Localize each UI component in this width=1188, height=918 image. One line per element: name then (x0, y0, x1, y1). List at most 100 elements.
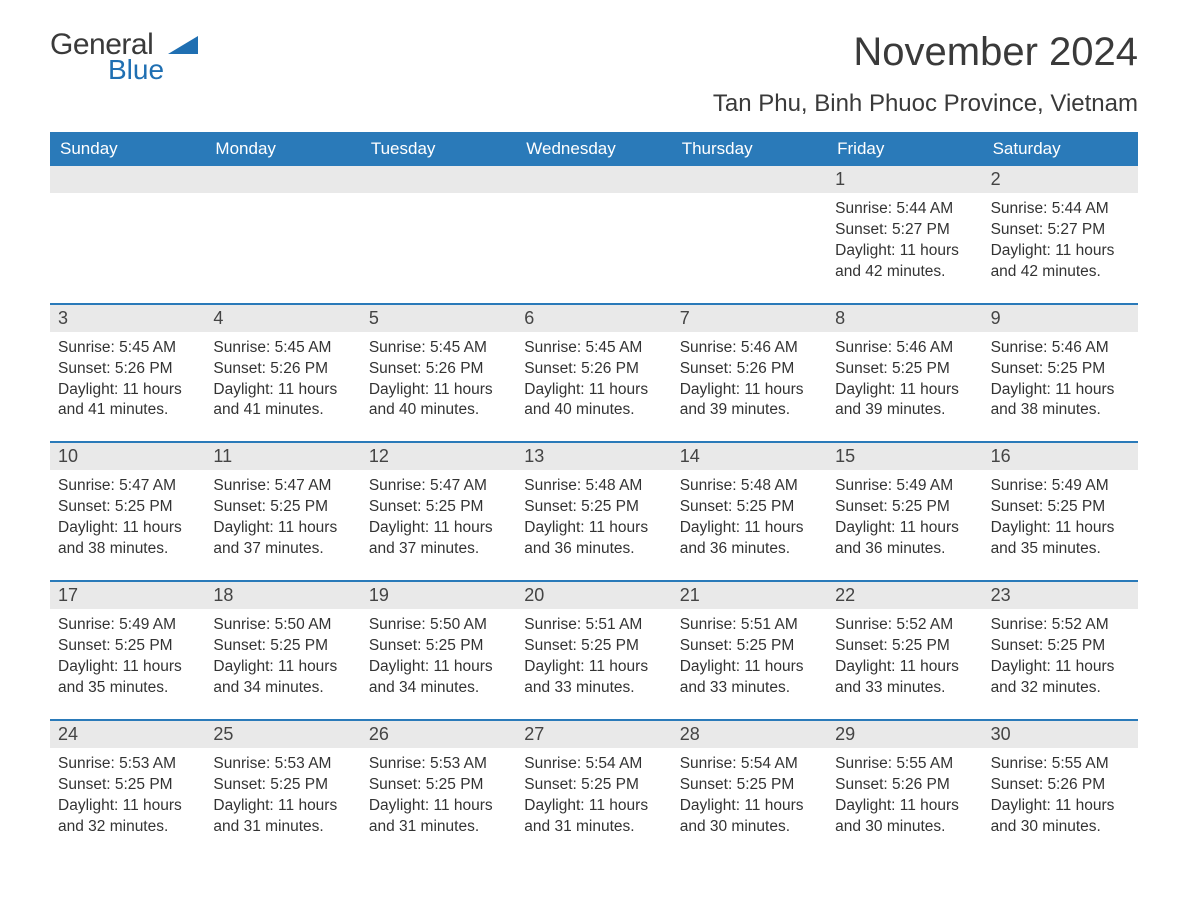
sunset-line: Sunset: 5:26 PM (835, 775, 972, 796)
sunset-line: Sunset: 5:25 PM (213, 775, 350, 796)
day-details: Sunrise: 5:45 AMSunset: 5:26 PMDaylight:… (205, 332, 360, 422)
day-number: 23 (983, 582, 1138, 609)
day-number: 14 (672, 443, 827, 470)
day-number (516, 166, 671, 193)
sunrise-line: Sunrise: 5:51 AM (680, 615, 817, 636)
weekday-header: Tuesday (361, 132, 516, 166)
daylight-line: Daylight: 11 hours and 31 minutes. (213, 796, 350, 838)
sunrise-line: Sunrise: 5:48 AM (680, 476, 817, 497)
day-number: 19 (361, 582, 516, 609)
day-number: 25 (205, 721, 360, 748)
day-number: 20 (516, 582, 671, 609)
sunset-line: Sunset: 5:26 PM (991, 775, 1128, 796)
daylight-line: Daylight: 11 hours and 33 minutes. (524, 657, 661, 699)
sunrise-line: Sunrise: 5:53 AM (213, 754, 350, 775)
details-row: Sunrise: 5:53 AMSunset: 5:25 PMDaylight:… (50, 748, 1138, 838)
day-number: 6 (516, 305, 671, 332)
sunrise-line: Sunrise: 5:48 AM (524, 476, 661, 497)
sunrise-line: Sunrise: 5:47 AM (369, 476, 506, 497)
day-details: Sunrise: 5:49 AMSunset: 5:25 PMDaylight:… (50, 609, 205, 699)
day-number: 17 (50, 582, 205, 609)
sunset-line: Sunset: 5:25 PM (213, 636, 350, 657)
details-row: Sunrise: 5:47 AMSunset: 5:25 PMDaylight:… (50, 470, 1138, 560)
weekday-header: Sunday (50, 132, 205, 166)
day-details: Sunrise: 5:46 AMSunset: 5:25 PMDaylight:… (827, 332, 982, 422)
daylight-line: Daylight: 11 hours and 42 minutes. (991, 241, 1128, 283)
day-number (205, 166, 360, 193)
sunset-line: Sunset: 5:25 PM (369, 636, 506, 657)
daynum-row: 10111213141516 (50, 443, 1138, 470)
daylight-line: Daylight: 11 hours and 31 minutes. (524, 796, 661, 838)
sunrise-line: Sunrise: 5:54 AM (524, 754, 661, 775)
day-number: 11 (205, 443, 360, 470)
sunset-line: Sunset: 5:27 PM (835, 220, 972, 241)
day-details: Sunrise: 5:45 AMSunset: 5:26 PMDaylight:… (516, 332, 671, 422)
sunrise-line: Sunrise: 5:45 AM (58, 338, 195, 359)
sunset-line: Sunset: 5:25 PM (991, 636, 1128, 657)
sunset-line: Sunset: 5:26 PM (369, 359, 506, 380)
day-details: Sunrise: 5:46 AMSunset: 5:25 PMDaylight:… (983, 332, 1138, 422)
weekday-header: Wednesday (516, 132, 671, 166)
sunset-line: Sunset: 5:25 PM (524, 775, 661, 796)
day-details: Sunrise: 5:53 AMSunset: 5:25 PMDaylight:… (205, 748, 360, 838)
sunset-line: Sunset: 5:25 PM (524, 636, 661, 657)
day-details: Sunrise: 5:49 AMSunset: 5:25 PMDaylight:… (983, 470, 1138, 560)
day-details (205, 193, 360, 283)
page-title: November 2024 (853, 30, 1138, 75)
sunrise-line: Sunrise: 5:54 AM (680, 754, 817, 775)
day-details: Sunrise: 5:53 AMSunset: 5:25 PMDaylight:… (361, 748, 516, 838)
day-number: 24 (50, 721, 205, 748)
sunrise-line: Sunrise: 5:55 AM (991, 754, 1128, 775)
daylight-line: Daylight: 11 hours and 37 minutes. (213, 518, 350, 560)
sunset-line: Sunset: 5:25 PM (58, 636, 195, 657)
sunrise-line: Sunrise: 5:49 AM (58, 615, 195, 636)
calendar: SundayMondayTuesdayWednesdayThursdayFrid… (50, 132, 1138, 857)
weekday-header: Saturday (983, 132, 1138, 166)
day-details: Sunrise: 5:51 AMSunset: 5:25 PMDaylight:… (672, 609, 827, 699)
day-number: 26 (361, 721, 516, 748)
day-details: Sunrise: 5:49 AMSunset: 5:25 PMDaylight:… (827, 470, 982, 560)
day-number: 15 (827, 443, 982, 470)
daylight-line: Daylight: 11 hours and 30 minutes. (680, 796, 817, 838)
day-number: 7 (672, 305, 827, 332)
sunset-line: Sunset: 5:27 PM (991, 220, 1128, 241)
daylight-line: Daylight: 11 hours and 39 minutes. (680, 380, 817, 422)
details-row: Sunrise: 5:45 AMSunset: 5:26 PMDaylight:… (50, 332, 1138, 422)
sunrise-line: Sunrise: 5:49 AM (835, 476, 972, 497)
day-details: Sunrise: 5:55 AMSunset: 5:26 PMDaylight:… (827, 748, 982, 838)
day-number: 29 (827, 721, 982, 748)
day-number: 8 (827, 305, 982, 332)
daylight-line: Daylight: 11 hours and 36 minutes. (680, 518, 817, 560)
day-details: Sunrise: 5:46 AMSunset: 5:26 PMDaylight:… (672, 332, 827, 422)
sunrise-line: Sunrise: 5:44 AM (991, 199, 1128, 220)
sunset-line: Sunset: 5:26 PM (524, 359, 661, 380)
sunrise-line: Sunrise: 5:51 AM (524, 615, 661, 636)
logo-mark-icon (168, 36, 198, 63)
weekday-header: Friday (827, 132, 982, 166)
sunrise-line: Sunrise: 5:46 AM (991, 338, 1128, 359)
day-details: Sunrise: 5:47 AMSunset: 5:25 PMDaylight:… (50, 470, 205, 560)
daylight-line: Daylight: 11 hours and 33 minutes. (680, 657, 817, 699)
sunrise-line: Sunrise: 5:52 AM (835, 615, 972, 636)
daylight-line: Daylight: 11 hours and 42 minutes. (835, 241, 972, 283)
daynum-row: 24252627282930 (50, 721, 1138, 748)
day-number (361, 166, 516, 193)
day-details: Sunrise: 5:48 AMSunset: 5:25 PMDaylight:… (672, 470, 827, 560)
sunrise-line: Sunrise: 5:55 AM (835, 754, 972, 775)
daylight-line: Daylight: 11 hours and 40 minutes. (524, 380, 661, 422)
details-row: Sunrise: 5:44 AMSunset: 5:27 PMDaylight:… (50, 193, 1138, 283)
sunset-line: Sunset: 5:26 PM (680, 359, 817, 380)
details-row: Sunrise: 5:49 AMSunset: 5:25 PMDaylight:… (50, 609, 1138, 699)
weekday-header: Thursday (672, 132, 827, 166)
day-details: Sunrise: 5:48 AMSunset: 5:25 PMDaylight:… (516, 470, 671, 560)
sunrise-line: Sunrise: 5:45 AM (524, 338, 661, 359)
day-details (361, 193, 516, 283)
sunrise-line: Sunrise: 5:46 AM (835, 338, 972, 359)
sunset-line: Sunset: 5:25 PM (835, 359, 972, 380)
sunrise-line: Sunrise: 5:53 AM (369, 754, 506, 775)
day-number: 3 (50, 305, 205, 332)
weekday-header-row: SundayMondayTuesdayWednesdayThursdayFrid… (50, 132, 1138, 166)
sunset-line: Sunset: 5:25 PM (58, 775, 195, 796)
day-details: Sunrise: 5:47 AMSunset: 5:25 PMDaylight:… (361, 470, 516, 560)
sunset-line: Sunset: 5:25 PM (369, 775, 506, 796)
